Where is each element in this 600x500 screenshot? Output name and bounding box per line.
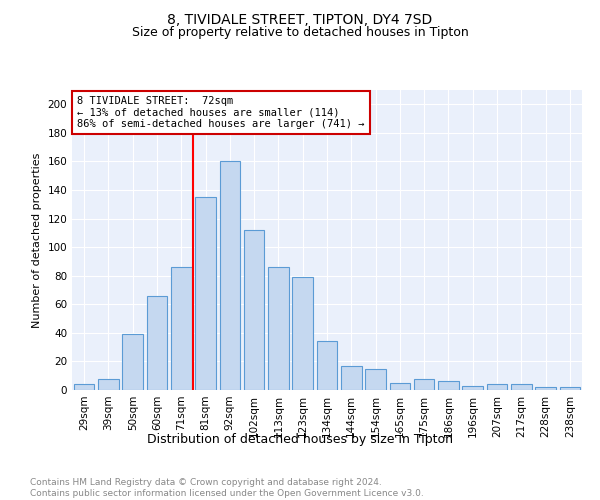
Text: Contains HM Land Registry data © Crown copyright and database right 2024.
Contai: Contains HM Land Registry data © Crown c… <box>30 478 424 498</box>
Bar <box>438 382 459 390</box>
Bar <box>414 378 434 390</box>
Text: Size of property relative to detached houses in Tipton: Size of property relative to detached ho… <box>131 26 469 39</box>
Bar <box>268 267 289 390</box>
Bar <box>195 197 216 390</box>
Bar <box>220 162 240 390</box>
Bar <box>292 277 313 390</box>
Bar <box>74 384 94 390</box>
Bar <box>171 267 191 390</box>
Bar <box>389 383 410 390</box>
Bar <box>511 384 532 390</box>
Bar <box>560 387 580 390</box>
Bar <box>463 386 483 390</box>
Bar <box>365 368 386 390</box>
Bar <box>98 378 119 390</box>
Bar <box>146 296 167 390</box>
Text: Distribution of detached houses by size in Tipton: Distribution of detached houses by size … <box>147 432 453 446</box>
Bar <box>535 387 556 390</box>
Bar <box>122 334 143 390</box>
Text: 8, TIVIDALE STREET, TIPTON, DY4 7SD: 8, TIVIDALE STREET, TIPTON, DY4 7SD <box>167 12 433 26</box>
Bar <box>341 366 362 390</box>
Bar <box>244 230 265 390</box>
Bar <box>317 342 337 390</box>
Y-axis label: Number of detached properties: Number of detached properties <box>32 152 42 328</box>
Text: 8 TIVIDALE STREET:  72sqm
← 13% of detached houses are smaller (114)
86% of semi: 8 TIVIDALE STREET: 72sqm ← 13% of detach… <box>77 96 365 129</box>
Bar <box>487 384 508 390</box>
